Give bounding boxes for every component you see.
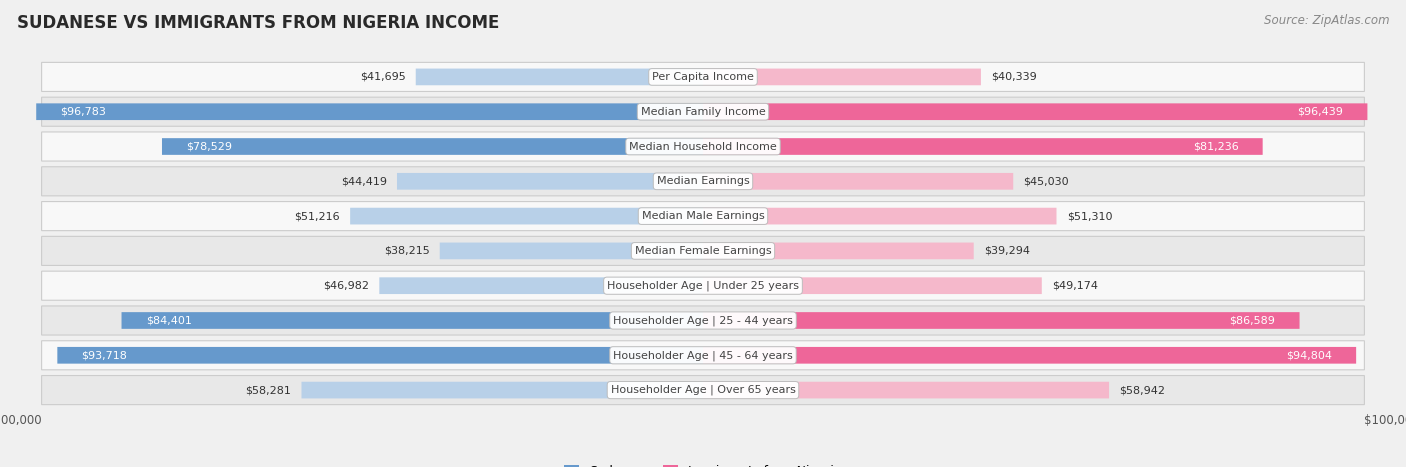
FancyBboxPatch shape <box>703 138 1263 155</box>
FancyBboxPatch shape <box>301 382 703 398</box>
Text: Median Earnings: Median Earnings <box>657 177 749 186</box>
FancyBboxPatch shape <box>162 138 703 155</box>
Text: Householder Age | 25 - 44 years: Householder Age | 25 - 44 years <box>613 315 793 326</box>
Text: $96,783: $96,783 <box>60 107 107 117</box>
Text: $45,030: $45,030 <box>1024 177 1069 186</box>
Text: $49,174: $49,174 <box>1052 281 1098 290</box>
Text: Median Male Earnings: Median Male Earnings <box>641 211 765 221</box>
Text: Householder Age | 45 - 64 years: Householder Age | 45 - 64 years <box>613 350 793 361</box>
FancyBboxPatch shape <box>42 341 1364 370</box>
Text: $46,982: $46,982 <box>323 281 368 290</box>
FancyBboxPatch shape <box>121 312 703 329</box>
Text: $94,804: $94,804 <box>1286 350 1331 360</box>
FancyBboxPatch shape <box>42 271 1364 300</box>
FancyBboxPatch shape <box>42 167 1364 196</box>
Text: Median Female Earnings: Median Female Earnings <box>634 246 772 256</box>
Text: Source: ZipAtlas.com: Source: ZipAtlas.com <box>1264 14 1389 27</box>
Text: $96,439: $96,439 <box>1298 107 1343 117</box>
FancyBboxPatch shape <box>416 69 703 85</box>
Text: $39,294: $39,294 <box>984 246 1031 256</box>
FancyBboxPatch shape <box>396 173 703 190</box>
FancyBboxPatch shape <box>42 63 1364 92</box>
FancyBboxPatch shape <box>42 202 1364 231</box>
Text: Median Household Income: Median Household Income <box>628 142 778 151</box>
FancyBboxPatch shape <box>703 277 1042 294</box>
Text: $44,419: $44,419 <box>340 177 387 186</box>
Text: Per Capita Income: Per Capita Income <box>652 72 754 82</box>
FancyBboxPatch shape <box>42 97 1364 126</box>
Text: Median Family Income: Median Family Income <box>641 107 765 117</box>
FancyBboxPatch shape <box>350 208 703 225</box>
FancyBboxPatch shape <box>42 306 1364 335</box>
Text: Householder Age | Over 65 years: Householder Age | Over 65 years <box>610 385 796 396</box>
Legend: Sudanese, Immigrants from Nigeria: Sudanese, Immigrants from Nigeria <box>560 460 846 467</box>
Text: $58,942: $58,942 <box>1119 385 1166 395</box>
Text: $51,310: $51,310 <box>1067 211 1112 221</box>
FancyBboxPatch shape <box>703 382 1109 398</box>
FancyBboxPatch shape <box>703 69 981 85</box>
FancyBboxPatch shape <box>42 375 1364 404</box>
Text: $86,589: $86,589 <box>1230 316 1275 325</box>
Text: $84,401: $84,401 <box>146 316 191 325</box>
FancyBboxPatch shape <box>703 347 1357 364</box>
FancyBboxPatch shape <box>380 277 703 294</box>
Text: $81,236: $81,236 <box>1192 142 1239 151</box>
FancyBboxPatch shape <box>703 242 974 259</box>
FancyBboxPatch shape <box>42 236 1364 265</box>
FancyBboxPatch shape <box>42 132 1364 161</box>
Text: SUDANESE VS IMMIGRANTS FROM NIGERIA INCOME: SUDANESE VS IMMIGRANTS FROM NIGERIA INCO… <box>17 14 499 32</box>
Text: $78,529: $78,529 <box>186 142 232 151</box>
FancyBboxPatch shape <box>37 103 703 120</box>
Text: $41,695: $41,695 <box>360 72 405 82</box>
FancyBboxPatch shape <box>703 312 1299 329</box>
Text: $38,215: $38,215 <box>384 246 429 256</box>
Text: $51,216: $51,216 <box>294 211 340 221</box>
Text: $58,281: $58,281 <box>245 385 291 395</box>
FancyBboxPatch shape <box>703 173 1014 190</box>
Text: Householder Age | Under 25 years: Householder Age | Under 25 years <box>607 281 799 291</box>
Text: $40,339: $40,339 <box>991 72 1038 82</box>
FancyBboxPatch shape <box>440 242 703 259</box>
Text: $93,718: $93,718 <box>82 350 128 360</box>
FancyBboxPatch shape <box>703 208 1056 225</box>
FancyBboxPatch shape <box>58 347 703 364</box>
FancyBboxPatch shape <box>703 103 1368 120</box>
